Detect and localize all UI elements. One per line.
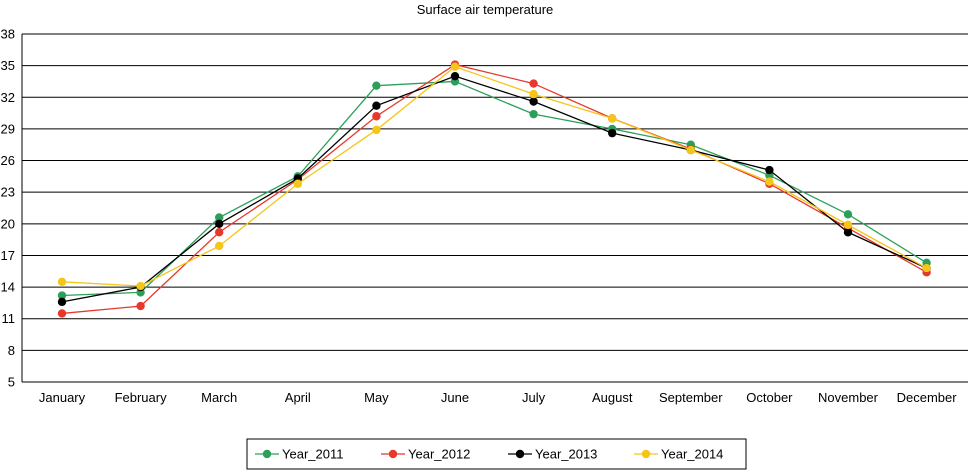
data-point	[529, 89, 538, 99]
x-tick-label: July	[522, 390, 546, 405]
data-point	[372, 101, 381, 110]
legend-point-marker	[641, 449, 651, 459]
data-point	[57, 291, 67, 300]
legend-label: Year_2014	[661, 447, 723, 462]
legend-point-marker	[388, 449, 398, 459]
x-tick-label: October	[746, 390, 793, 405]
data-point	[215, 241, 224, 251]
data-point	[372, 112, 381, 121]
data-point	[529, 79, 538, 88]
x-tick-label: March	[201, 390, 237, 405]
y-tick-label: 17	[1, 248, 15, 263]
grid	[22, 33, 968, 383]
data-point	[686, 145, 695, 155]
data-point	[608, 128, 617, 138]
series-year-2013	[57, 71, 931, 307]
x-tick-label: May	[364, 390, 389, 405]
data-point	[765, 165, 774, 175]
legend: Year_2011 Year_2012 Year_2013 Year_2014	[246, 438, 747, 470]
series-line	[61, 75, 927, 303]
series-line	[61, 65, 927, 287]
series-line	[61, 80, 927, 297]
data-point	[57, 309, 67, 318]
data-point	[765, 177, 774, 186]
y-tick-label: 23	[1, 185, 15, 200]
data-point	[843, 228, 853, 237]
data-point	[293, 179, 302, 188]
y-tick-label: 8	[8, 343, 15, 358]
legend-label: Year_2013	[535, 447, 597, 462]
data-point	[215, 228, 224, 237]
data-point	[372, 125, 381, 135]
series-line	[61, 63, 927, 315]
y-tick-label: 11	[2, 311, 16, 326]
legend-point-marker	[262, 449, 272, 459]
data-point	[843, 210, 853, 219]
legend-label: Year_2012	[408, 447, 470, 462]
x-tick-label: November	[818, 390, 879, 405]
y-tick-label: 26	[1, 153, 15, 168]
data-point	[529, 97, 538, 106]
x-tick-label: February	[115, 390, 168, 405]
y-tick-label: 14	[1, 280, 15, 295]
y-tick-label: 20	[1, 216, 15, 231]
y-tick-label: 32	[1, 90, 15, 105]
legend-label: Year_2011	[282, 447, 343, 462]
series-year-2014	[57, 62, 931, 291]
y-tick-label: 5	[8, 375, 15, 390]
data-point	[57, 277, 67, 287]
x-tick-label: April	[285, 390, 311, 405]
y-tick-label: 35	[1, 58, 15, 73]
data-point	[215, 213, 224, 222]
data-point	[450, 71, 460, 81]
legend-item: Year_2011	[255, 447, 343, 462]
data-point	[529, 109, 538, 119]
data-point	[922, 263, 931, 273]
legend-item: Year_2013	[508, 447, 597, 462]
data-point	[136, 281, 145, 291]
x-tick-label: September	[659, 390, 723, 405]
data-point	[450, 62, 460, 71]
data-point	[843, 220, 853, 230]
y-tick-label: 29	[1, 121, 15, 136]
chart-title: Surface air temperature	[417, 2, 554, 17]
x-tick-label: January	[39, 390, 86, 405]
legend-item: Year_2014	[634, 447, 723, 462]
data-point	[608, 114, 617, 123]
legend-item: Year_2012	[381, 447, 470, 462]
series-year-2011	[57, 77, 931, 300]
x-tick-label: August	[592, 390, 633, 405]
axes: 5 8 11 14 17 20 23 26 29 32 35 38 January February Mar…	[1, 27, 958, 406]
data-point	[57, 297, 67, 307]
data-point	[136, 301, 145, 311]
legend-point-marker	[515, 449, 525, 459]
y-tick-label: 38	[1, 27, 15, 42]
x-tick-label: June	[441, 390, 469, 405]
data-point	[372, 81, 381, 90]
legend-box	[246, 438, 747, 470]
data-point	[215, 219, 224, 229]
series-year-2012	[57, 60, 931, 318]
series-group	[57, 60, 931, 318]
x-tick-label: December	[897, 390, 958, 405]
